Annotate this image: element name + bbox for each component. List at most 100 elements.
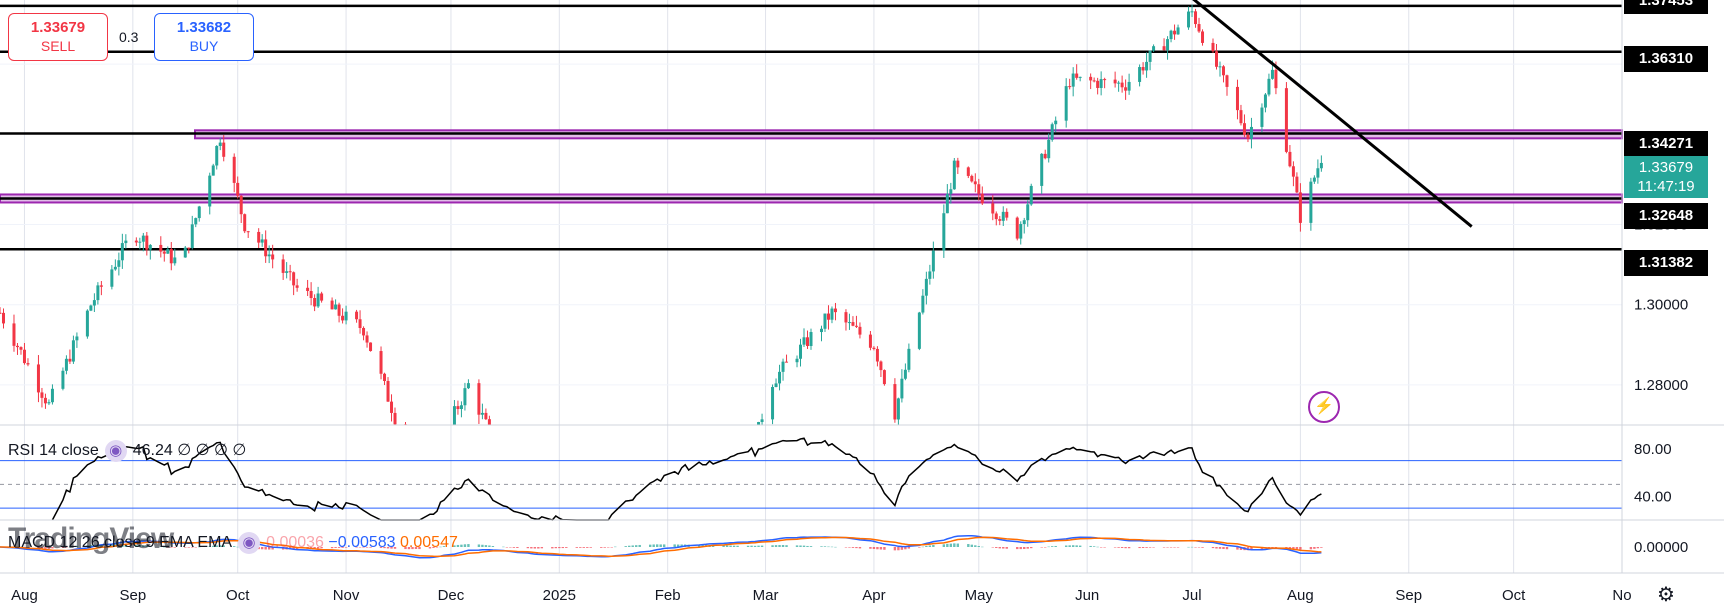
macd-histogram-bar <box>1309 547 1313 550</box>
candle-body <box>159 244 163 252</box>
macd-histogram-bar <box>191 547 194 548</box>
macd-signal-line <box>0 536 1322 558</box>
macd-histogram-bar <box>662 544 666 547</box>
candle-body <box>452 406 456 425</box>
macd-histogram-bar <box>855 547 858 549</box>
candle-body <box>1291 166 1295 177</box>
candle-body <box>1284 88 1288 152</box>
macd-histogram-bar <box>785 545 788 547</box>
macd-legend[interactable]: MACD 12 26 close 9 EMA EMA ◉ 0.00036 −0.00… <box>8 532 458 554</box>
candle-body <box>89 305 93 311</box>
macd-histogram-bar <box>575 547 578 548</box>
macd-histogram-bar <box>37 547 40 549</box>
rsi-legend[interactable]: RSI 14 close ◉ 46.24 ∅ ∅ ∅ ∅ <box>8 440 246 462</box>
candle-body <box>477 383 481 415</box>
gear-icon[interactable]: ⚙ <box>1657 584 1675 606</box>
candle-body <box>487 419 491 425</box>
macd-histogram-value: 0.00036 <box>266 534 324 552</box>
macd-histogram-bar <box>757 545 760 547</box>
candle-body <box>145 235 149 250</box>
macd-histogram-bar <box>358 547 362 548</box>
price-tag-2: 1.34271 <box>1624 131 1708 157</box>
candle-body <box>806 337 810 347</box>
time-axis-label: Aug <box>11 587 38 604</box>
candle-body <box>330 300 334 310</box>
candle-body <box>295 285 299 288</box>
candle-body <box>85 310 89 337</box>
candle-body <box>1274 69 1278 89</box>
macd-histogram-bar <box>869 547 872 549</box>
candle-body <box>169 249 173 264</box>
candle-body <box>194 218 198 225</box>
macd-histogram-bar <box>904 547 907 550</box>
macd-histogram-bar <box>631 545 634 547</box>
macd-histogram-bar <box>222 545 225 547</box>
time-axis-label: Sep <box>119 587 146 604</box>
buy-button[interactable]: 1.33682 BUY <box>154 13 254 61</box>
macd-histogram-bar <box>907 547 911 549</box>
eye-icon[interactable]: ◉ <box>104 440 127 462</box>
macd-histogram-bar <box>921 546 925 548</box>
time-axis-label: Nov <box>333 587 360 604</box>
candle-body <box>875 348 879 362</box>
candle-body <box>260 239 264 243</box>
candle-body <box>12 323 16 346</box>
candle-body <box>896 398 900 420</box>
candle-body <box>1221 66 1225 76</box>
macd-histogram-bar <box>212 545 215 547</box>
macd-histogram-bar <box>746 545 750 547</box>
macd-histogram-bar <box>334 547 337 548</box>
candle-body <box>390 401 394 413</box>
candle-body <box>480 412 484 415</box>
macd-histogram-bar <box>460 544 463 547</box>
sell-label: SELL <box>40 38 76 54</box>
macd-histogram-bar <box>260 547 264 550</box>
macd-histogram-bar <box>264 547 267 550</box>
macd-histogram-bar <box>414 547 418 549</box>
macd-histogram-bar <box>236 546 239 548</box>
macd-histogram-bar <box>407 547 411 550</box>
candle-body <box>858 326 862 335</box>
macd-histogram-bar <box>760 545 764 547</box>
candle-body <box>994 213 998 220</box>
candle-body <box>833 308 837 313</box>
macd-histogram-bar <box>145 545 149 547</box>
candle-body <box>386 380 390 402</box>
macd-histogram-bar <box>1064 545 1068 547</box>
macd-histogram-bar <box>100 544 103 547</box>
candle-body <box>1124 87 1128 91</box>
candle-body <box>166 249 170 254</box>
macd-histogram-bar <box>1030 547 1033 549</box>
candle-body <box>1075 73 1079 78</box>
candle-body <box>1246 134 1250 139</box>
time-axis-label: Oct <box>1502 587 1526 604</box>
macd-histogram-bar <box>897 547 900 551</box>
candle-body <box>1295 176 1299 193</box>
macd-histogram-bar <box>526 547 530 549</box>
candle-body <box>921 295 925 313</box>
candle-body <box>795 358 799 363</box>
candle-body <box>183 247 187 258</box>
macd-histogram-bar <box>505 547 509 548</box>
time-axis-label: Sep <box>1395 587 1422 604</box>
macd-histogram-bar <box>900 547 904 550</box>
candle-body <box>148 244 152 250</box>
macd-histogram-bar <box>1145 547 1148 548</box>
macd-histogram-bar <box>1173 547 1176 548</box>
lightning-icon[interactable]: ⚡ <box>1308 391 1340 423</box>
buy-label: BUY <box>189 38 219 54</box>
macd-histogram-bar <box>1215 547 1218 549</box>
sell-button[interactable]: 1.33679 SELL <box>8 13 108 61</box>
candle-body <box>1120 82 1124 88</box>
macd-histogram-bar <box>267 547 271 550</box>
candle-body <box>1005 211 1009 218</box>
macd-histogram-bar <box>138 545 142 547</box>
candle-body <box>313 298 317 307</box>
candle-body <box>1169 30 1173 40</box>
candle-body <box>785 361 789 363</box>
macd-histogram-bar <box>509 547 512 548</box>
eye-icon[interactable]: ◉ <box>238 532 261 554</box>
macd-histogram-bar <box>561 547 565 549</box>
macd-histogram-bar <box>1124 547 1127 549</box>
